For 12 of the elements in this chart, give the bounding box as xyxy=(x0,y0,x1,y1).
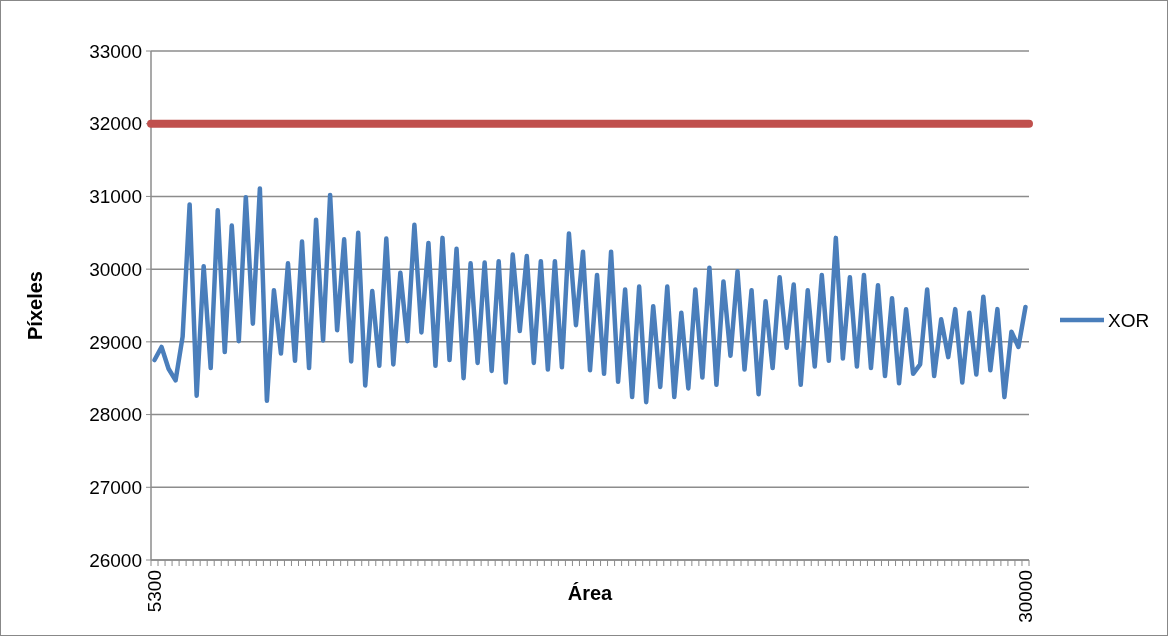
x-tick-label: 5300 xyxy=(144,570,166,613)
y-tick-label: 29000 xyxy=(89,331,142,353)
y-tick-label: 33000 xyxy=(89,40,142,62)
y-tick-label: 32000 xyxy=(89,113,142,135)
y-tick-label: 28000 xyxy=(89,404,142,426)
legend-label: XOR xyxy=(1108,309,1150,331)
y-axis-title: Píxeles xyxy=(24,271,46,340)
y-tick-label: 27000 xyxy=(89,476,142,498)
y-tick-label: 30000 xyxy=(89,258,142,280)
y-tick-label: 31000 xyxy=(89,186,142,208)
y-tick-label: 26000 xyxy=(89,549,142,571)
x-axis-title: Área xyxy=(567,582,614,604)
